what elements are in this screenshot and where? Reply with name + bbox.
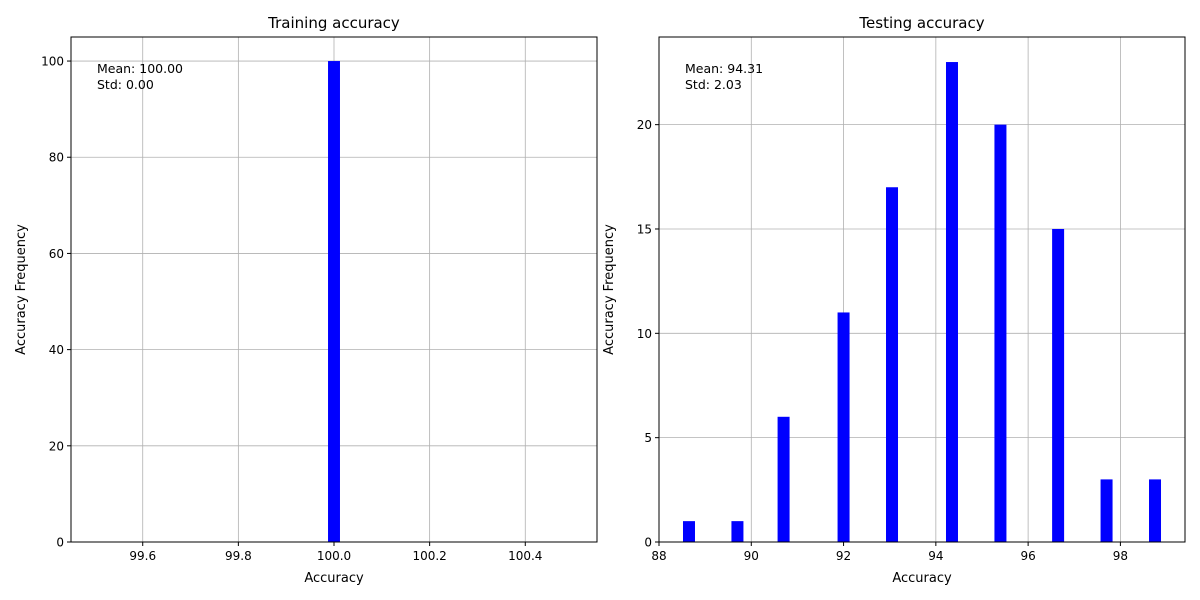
- x-axis-label: Accuracy: [304, 571, 364, 586]
- y-tick-label: 10: [637, 327, 652, 341]
- histogram-bar: [731, 521, 744, 542]
- y-tick-label: 80: [49, 151, 64, 165]
- stats-annotation-line: Mean: 94.31: [685, 61, 763, 76]
- y-tick-label: 0: [644, 536, 652, 550]
- y-tick-label: 0: [56, 536, 64, 550]
- x-tick-label: 92: [836, 549, 851, 563]
- histogram-bar: [886, 187, 899, 543]
- stats-annotation-line: Mean: 100.00: [97, 61, 183, 76]
- x-tick-label: 99.6: [129, 549, 156, 563]
- stats-annotation-line: Std: 0.00: [97, 77, 154, 92]
- x-axis-label: Accuracy: [892, 571, 952, 586]
- x-tick-label: 90: [744, 549, 759, 563]
- y-tick-label: 100: [41, 55, 64, 69]
- chart-title: Testing accuracy: [858, 14, 984, 32]
- x-tick-label: 88: [651, 549, 666, 563]
- x-tick-label: 100.2: [412, 549, 446, 563]
- histogram-bar: [777, 416, 790, 542]
- x-tick-label: 99.8: [225, 549, 252, 563]
- histogram-bar: [1149, 479, 1162, 542]
- x-tick-label: 100.4: [508, 549, 542, 563]
- histogram-bar: [1100, 479, 1113, 542]
- chart-title: Training accuracy: [267, 14, 400, 32]
- y-tick-label: 15: [637, 222, 652, 236]
- x-tick-label: 98: [1113, 549, 1128, 563]
- y-tick-label: 5: [644, 431, 652, 445]
- histogram-bar: [945, 62, 958, 542]
- stats-annotation-line: Std: 2.03: [685, 77, 742, 92]
- histogram-bar: [837, 312, 850, 542]
- histogram-bar: [682, 521, 695, 542]
- histogram-bar: [328, 61, 340, 543]
- x-tick-label: 96: [1020, 549, 1035, 563]
- y-axis-label: Accuracy Frequency: [602, 224, 617, 355]
- x-tick-label: 100.0: [317, 549, 351, 563]
- subplot-2: 88 90 92 94 96 98 0 5 10 15 20 Testing accuracy Accu…: [602, 14, 1186, 586]
- histogram-bar: [1052, 228, 1065, 543]
- histogram-bar: [994, 124, 1007, 543]
- y-tick-label: 20: [49, 439, 64, 453]
- y-tick-label: 40: [49, 343, 64, 357]
- axes-frame: [658, 36, 1186, 543]
- x-tick-label: 94: [928, 549, 943, 563]
- y-axis-label: Accuracy Frequency: [14, 224, 29, 355]
- subplot-1: 99.6 99.8 100.0 100.2 100.4 0 20 40 60 80 100 Train…: [14, 14, 598, 586]
- y-tick-label: 20: [637, 118, 652, 132]
- y-tick-label: 60: [49, 247, 64, 261]
